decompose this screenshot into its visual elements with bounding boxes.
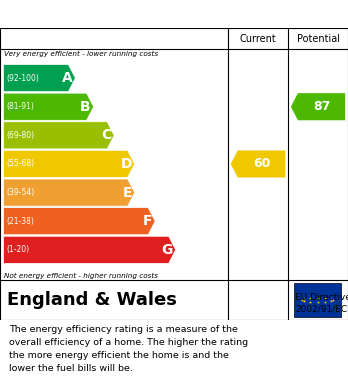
Text: 2002/91/EC: 2002/91/EC	[295, 304, 347, 313]
Text: 87: 87	[313, 100, 330, 113]
Text: Current: Current	[240, 34, 276, 44]
Text: G: G	[161, 243, 173, 257]
Text: Very energy efficient - lower running costs: Very energy efficient - lower running co…	[4, 51, 158, 57]
Polygon shape	[3, 65, 75, 91]
Text: Potential: Potential	[296, 34, 340, 44]
Text: (69-80): (69-80)	[6, 131, 34, 140]
Bar	[294, 283, 341, 317]
Text: Energy Efficiency Rating: Energy Efficiency Rating	[9, 7, 211, 22]
Text: (55-68): (55-68)	[6, 160, 34, 169]
Text: (92-100): (92-100)	[6, 74, 39, 83]
Text: D: D	[120, 157, 132, 171]
Text: (81-91): (81-91)	[6, 102, 34, 111]
Polygon shape	[3, 179, 135, 206]
Text: The energy efficiency rating is a measure of the
overall efficiency of a home. T: The energy efficiency rating is a measur…	[9, 325, 248, 373]
Text: C: C	[101, 128, 111, 142]
Polygon shape	[3, 151, 135, 178]
Text: B: B	[80, 100, 91, 114]
Text: (21-38): (21-38)	[6, 217, 34, 226]
Text: EU Directive: EU Directive	[295, 294, 348, 303]
Text: (1-20): (1-20)	[6, 245, 29, 254]
Polygon shape	[3, 236, 176, 264]
Text: England & Wales: England & Wales	[7, 291, 177, 309]
Polygon shape	[231, 151, 285, 178]
Text: (39-54): (39-54)	[6, 188, 34, 197]
Text: E: E	[122, 186, 132, 199]
Text: A: A	[62, 71, 72, 85]
Polygon shape	[3, 93, 94, 120]
Polygon shape	[3, 208, 155, 235]
Text: Not energy efficient - higher running costs: Not energy efficient - higher running co…	[4, 273, 158, 279]
Text: 60: 60	[253, 158, 270, 170]
Polygon shape	[291, 93, 345, 120]
Polygon shape	[3, 122, 114, 149]
Text: F: F	[143, 214, 152, 228]
